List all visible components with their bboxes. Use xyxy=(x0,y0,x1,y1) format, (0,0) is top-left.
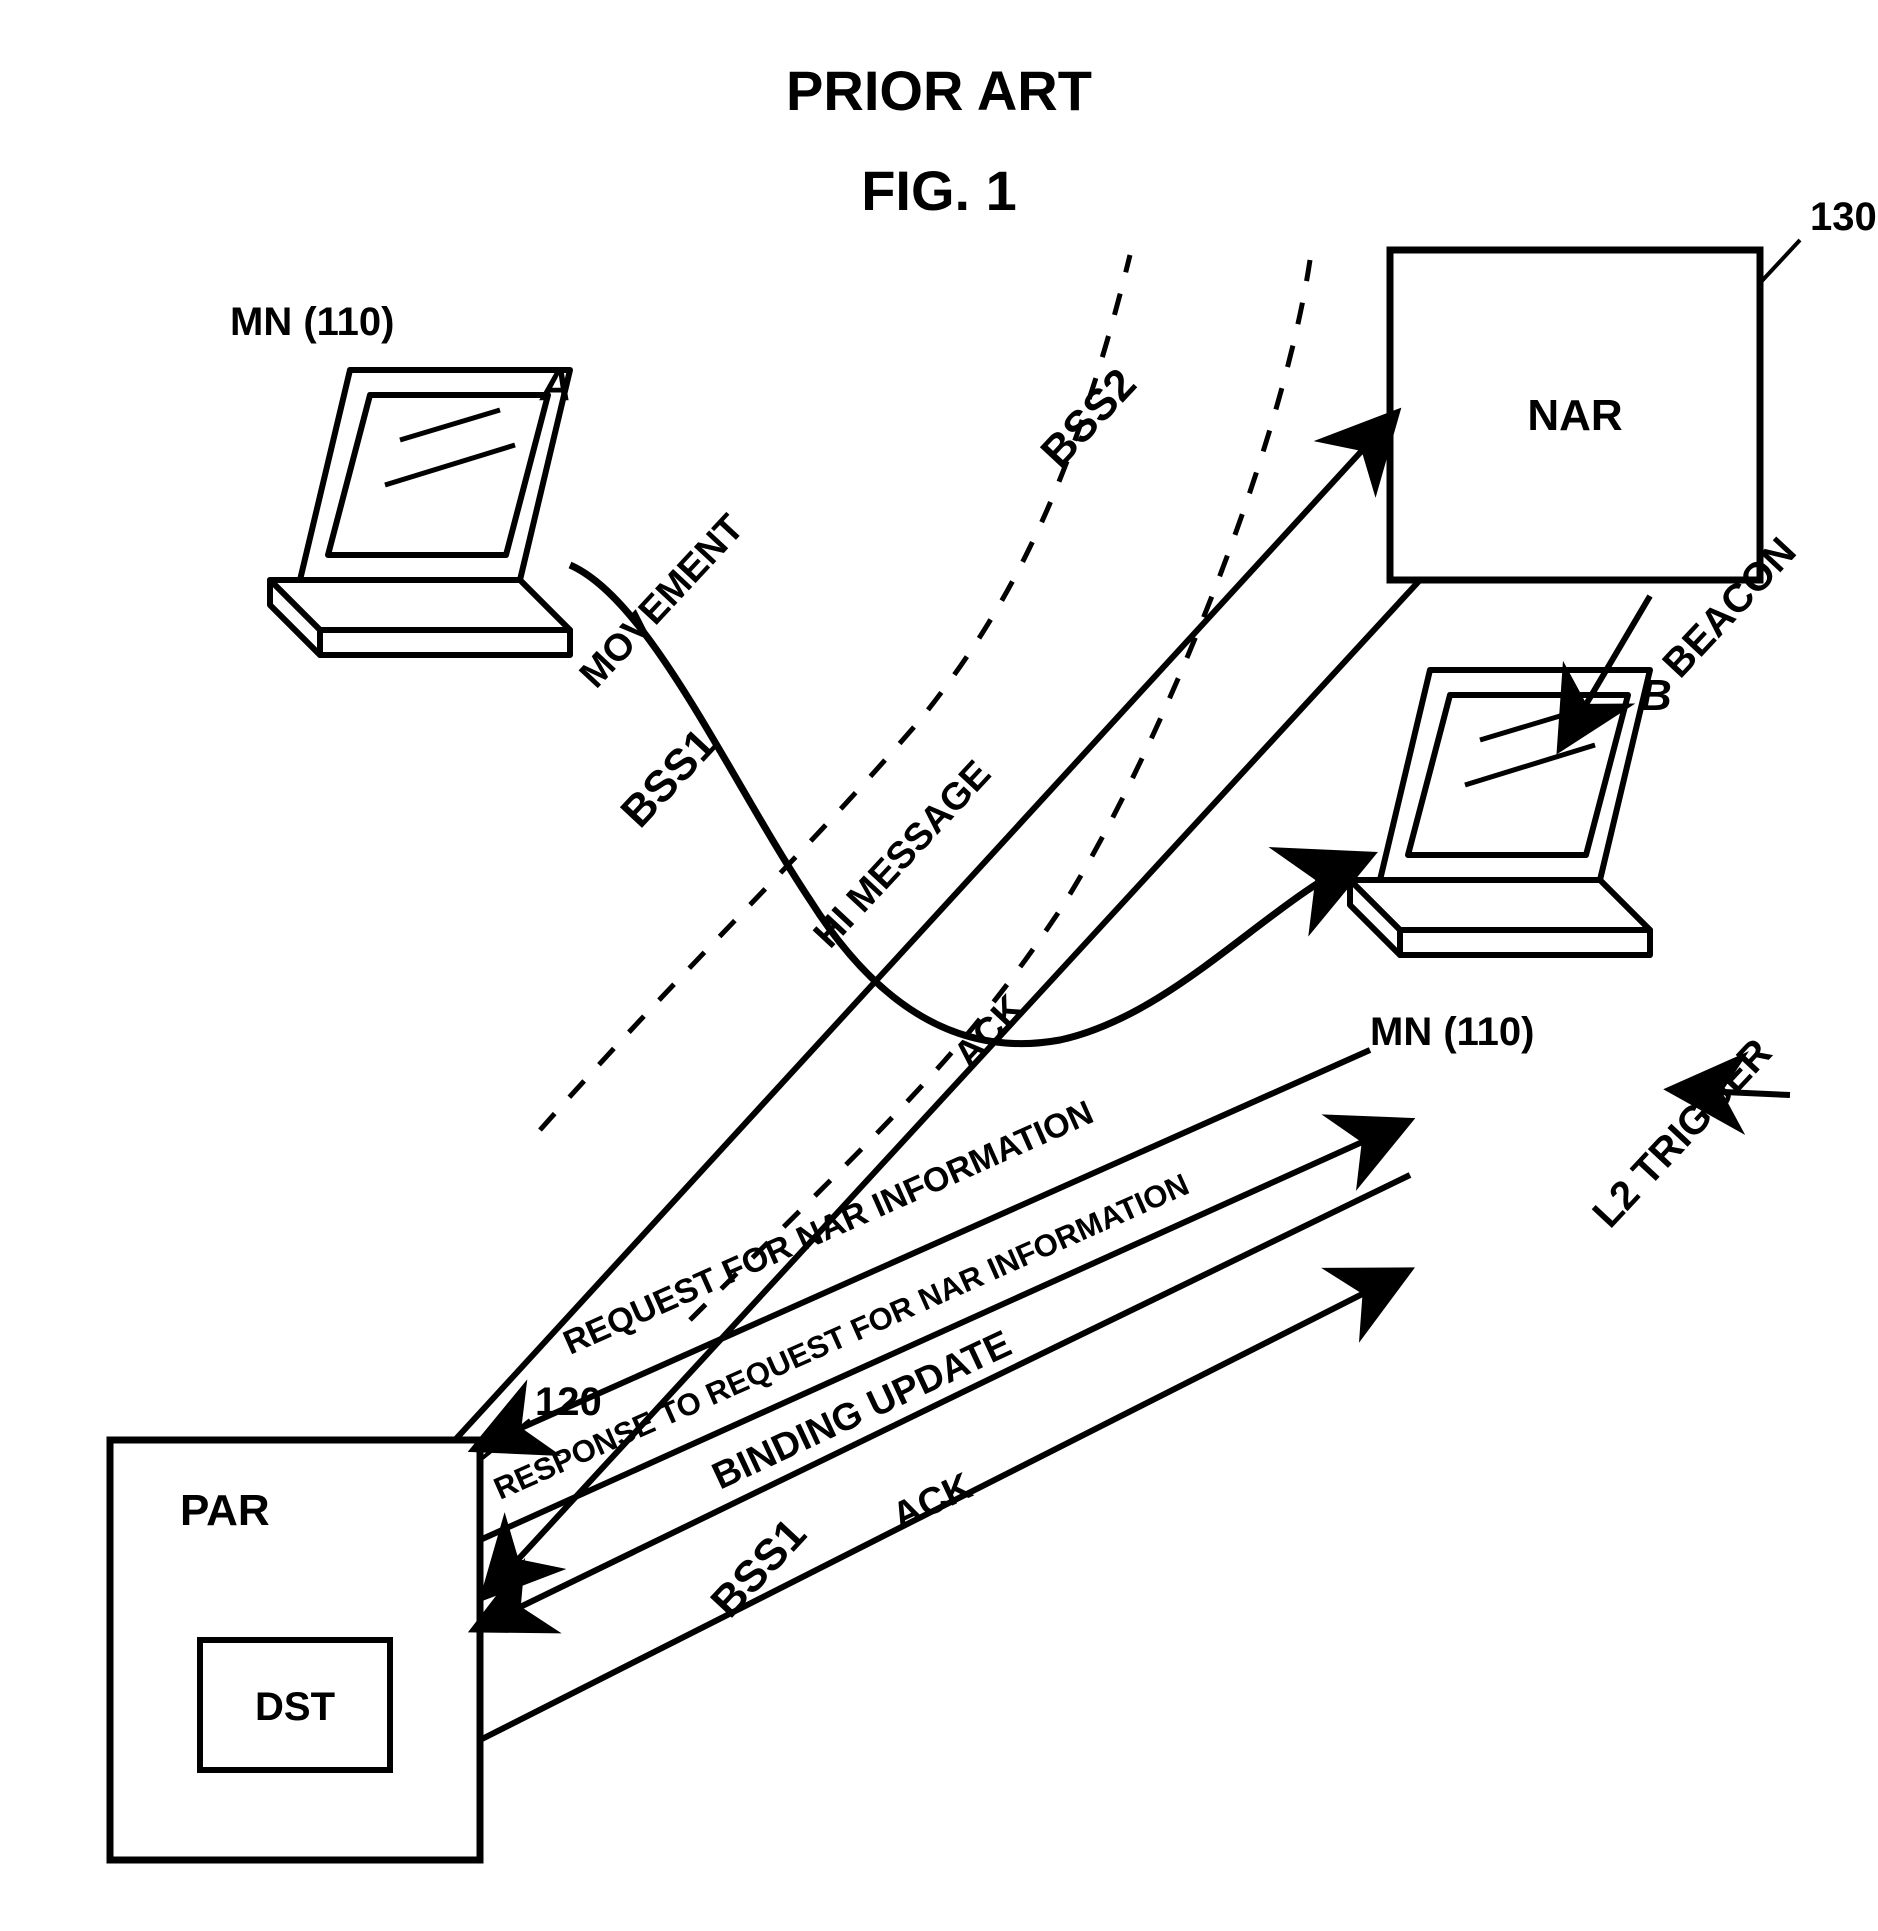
figure-svg: PRIOR ART FIG. 1 NAR 130 PAR DST 120 MN … xyxy=(0,0,1878,1931)
nar-ref: 130 xyxy=(1810,195,1877,239)
laptop-a-icon xyxy=(270,370,570,655)
dst-label: DST xyxy=(255,1685,335,1729)
a-label: A xyxy=(539,361,572,410)
bss2-label: BSS2 xyxy=(1031,359,1145,476)
hi-message-label: HI MESSAGE xyxy=(806,753,999,956)
b-label: B xyxy=(1640,671,1672,720)
l2-trigger-label: L2 TRIGGER xyxy=(1584,1031,1780,1237)
figure-stage: PRIOR ART FIG. 1 NAR 130 PAR DST 120 MN … xyxy=(0,0,1878,1931)
bss1-top-label: BSS1 xyxy=(611,719,725,836)
mn-b-label: MN (110) xyxy=(1370,1010,1535,1054)
nar-leader xyxy=(1760,240,1800,283)
bss-boundary-1 xyxy=(540,255,1130,1130)
request-label: REQUEST FOR NAR INFORMATION xyxy=(558,1094,1099,1363)
nar-label: NAR xyxy=(1527,391,1622,440)
binding-label: BINDING UPDATE xyxy=(706,1323,1018,1498)
laptop-b-icon xyxy=(1350,670,1650,955)
ack-bottom-label: ACK xyxy=(886,1465,979,1538)
movement-label: MOVEMENT xyxy=(572,507,752,696)
prior-art-title: PRIOR ART xyxy=(786,59,1092,122)
fig-label: FIG. 1 xyxy=(861,159,1017,222)
par-label: PAR xyxy=(180,1486,270,1535)
bss1-bottom-label: BSS1 xyxy=(701,1509,815,1626)
binding-arrow xyxy=(483,1175,1410,1625)
mn-a-label: MN (110) xyxy=(230,300,395,344)
